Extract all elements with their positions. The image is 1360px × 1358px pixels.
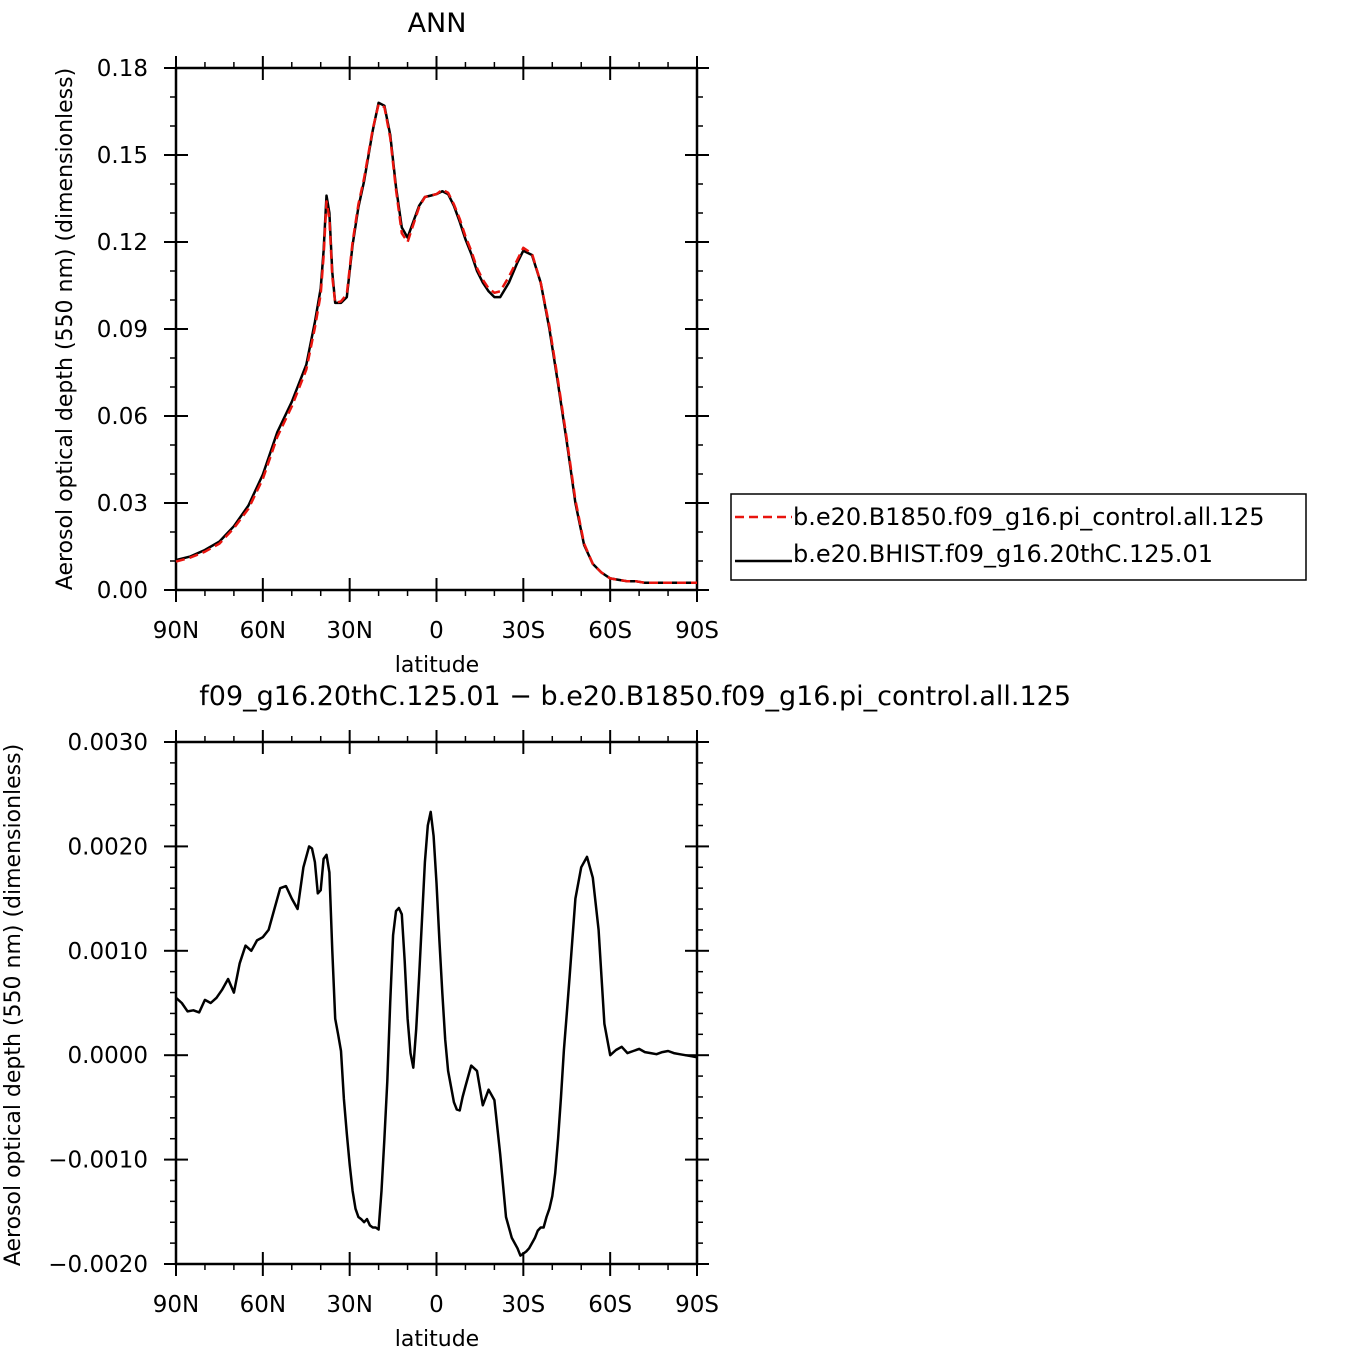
series-line-0 — [175, 810, 698, 1257]
legend-box — [730, 493, 1307, 581]
bottom-x-ticks: 90N 60N 30N 0 30S 60S 90S — [153, 730, 719, 1318]
series-line-1 — [175, 101, 697, 585]
top-y-axis-label: Aerosol optical depth (550 nm) (dimensio… — [53, 68, 78, 590]
y-tick-label: 0.12 — [97, 230, 148, 256]
bottom-y-axis-label: Aerosol optical depth (550 nm) (dimensio… — [1, 744, 26, 1266]
bottom-x-axis-label: latitude — [395, 1327, 479, 1352]
y-tick-label: 0.09 — [97, 317, 148, 343]
x-tick-label: 60S — [588, 1292, 632, 1318]
x-tick-label: 90N — [153, 618, 199, 644]
legend-label-hist: b.e20.BHIST.f09_g16.20thC.125.01 — [793, 540, 1213, 568]
x-tick-label: 0 — [429, 618, 444, 644]
y-tick-label: 0.0030 — [68, 730, 148, 756]
bottom-chart-title: f09_g16.20thC.125.01 − b.e20.B1850.f09_g… — [199, 681, 1071, 712]
x-tick-label: 30N — [326, 1292, 372, 1318]
x-tick-label: 60N — [240, 618, 286, 644]
y-tick-label: 0.15 — [97, 143, 148, 169]
bottom-panel: f09_g16.20thC.125.01 − b.e20.B1850.f09_g… — [1, 681, 1071, 1352]
bottom-series-lines — [175, 810, 698, 1257]
top-series-lines — [175, 101, 697, 585]
top-chart-title: ANN — [408, 8, 467, 39]
y-tick-label: −0.0010 — [48, 1148, 148, 1174]
x-tick-label: 30S — [501, 618, 545, 644]
legend: b.e20.B1850.f09_g16.pi_control.all.125 b… — [730, 493, 1307, 581]
top-panel: ANN 0.00 0.03 0.06 0.09 0.12 0.15 0.18 90N 60N 3… — [53, 8, 1307, 678]
x-tick-label: 30N — [326, 618, 372, 644]
y-tick-label: 0.0020 — [68, 834, 148, 860]
series-line-0 — [175, 102, 697, 585]
y-tick-label: 0.0000 — [68, 1043, 148, 1069]
y-tick-label: 0.00 — [97, 578, 148, 604]
y-tick-label: 0.0010 — [68, 939, 148, 965]
y-tick-label: 0.18 — [97, 56, 148, 82]
x-tick-label: 90S — [675, 1292, 719, 1318]
top-y-ticks: 0.00 0.03 0.06 0.09 0.12 0.15 0.18 — [97, 56, 709, 604]
top-plot-frame — [174, 66, 699, 592]
x-tick-label: 0 — [429, 1292, 444, 1318]
x-tick-label: 90S — [675, 618, 719, 644]
y-tick-label: −0.0020 — [48, 1252, 148, 1278]
x-tick-label: 90N — [153, 1292, 199, 1318]
top-x-ticks: 90N 60N 30N 0 30S 60S 90S — [153, 56, 719, 644]
x-tick-label: 60N — [240, 1292, 286, 1318]
legend-label-pi-control: b.e20.B1850.f09_g16.pi_control.all.125 — [793, 503, 1265, 531]
y-tick-label: 0.06 — [97, 404, 148, 430]
bottom-plot-frame — [174, 740, 699, 1266]
top-x-axis-label: latitude — [395, 653, 479, 678]
bottom-y-ticks: −0.0020 −0.0010 0.0000 0.0010 0.0020 0.0030 — [48, 730, 709, 1278]
x-tick-label: 60S — [588, 618, 632, 644]
x-tick-label: 30S — [501, 1292, 545, 1318]
y-tick-label: 0.03 — [97, 491, 148, 517]
